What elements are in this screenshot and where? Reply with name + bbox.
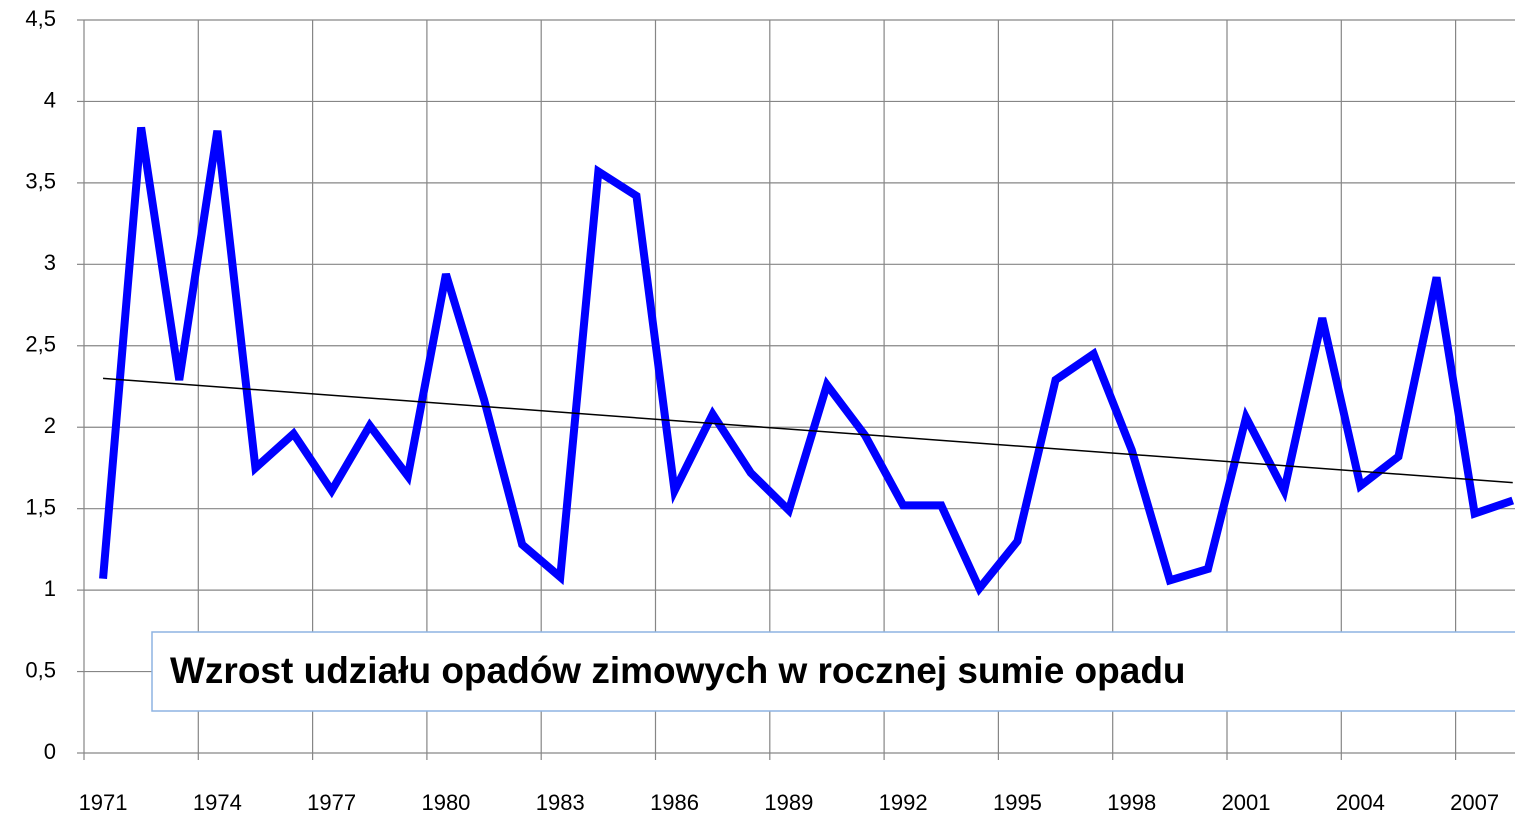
x-tick-label: 1995 xyxy=(993,790,1042,815)
trend-line xyxy=(102,377,1513,484)
x-tick-label: 1983 xyxy=(536,790,585,815)
annotation: Wzrost udziału opadów zimowych w rocznej… xyxy=(170,650,1186,691)
x-tick-label: 2004 xyxy=(1336,790,1385,815)
y-tick-label: 2 xyxy=(44,413,56,438)
y-tick-label: 1,5 xyxy=(25,494,56,519)
x-tick-label: 1971 xyxy=(79,790,128,815)
x-tick-label: 2001 xyxy=(1222,790,1271,815)
y-tick-label: 3,5 xyxy=(25,169,56,194)
data-line xyxy=(99,126,1515,597)
y-tick-label: 1 xyxy=(44,576,56,601)
y-tick-label: 0 xyxy=(44,739,56,764)
y-tick-label: 0,5 xyxy=(25,657,56,682)
x-tick-label: 1998 xyxy=(1107,790,1156,815)
x-tick-label: 1986 xyxy=(650,790,699,815)
x-tick-label: 1989 xyxy=(764,790,813,815)
annotation-box xyxy=(151,631,1515,712)
x-tick-label: 1977 xyxy=(307,790,356,815)
y-tick-label: 4 xyxy=(44,87,56,112)
x-tick-label: 1974 xyxy=(193,790,242,815)
x-tick-label: 2007 xyxy=(1450,790,1499,815)
x-tick-label: 1992 xyxy=(879,790,928,815)
y-tick-label: 4,5 xyxy=(25,6,56,31)
y-tick-label: 3 xyxy=(44,250,56,275)
x-tick-label: 1980 xyxy=(421,790,470,815)
y-tick-label: 2,5 xyxy=(25,332,56,357)
